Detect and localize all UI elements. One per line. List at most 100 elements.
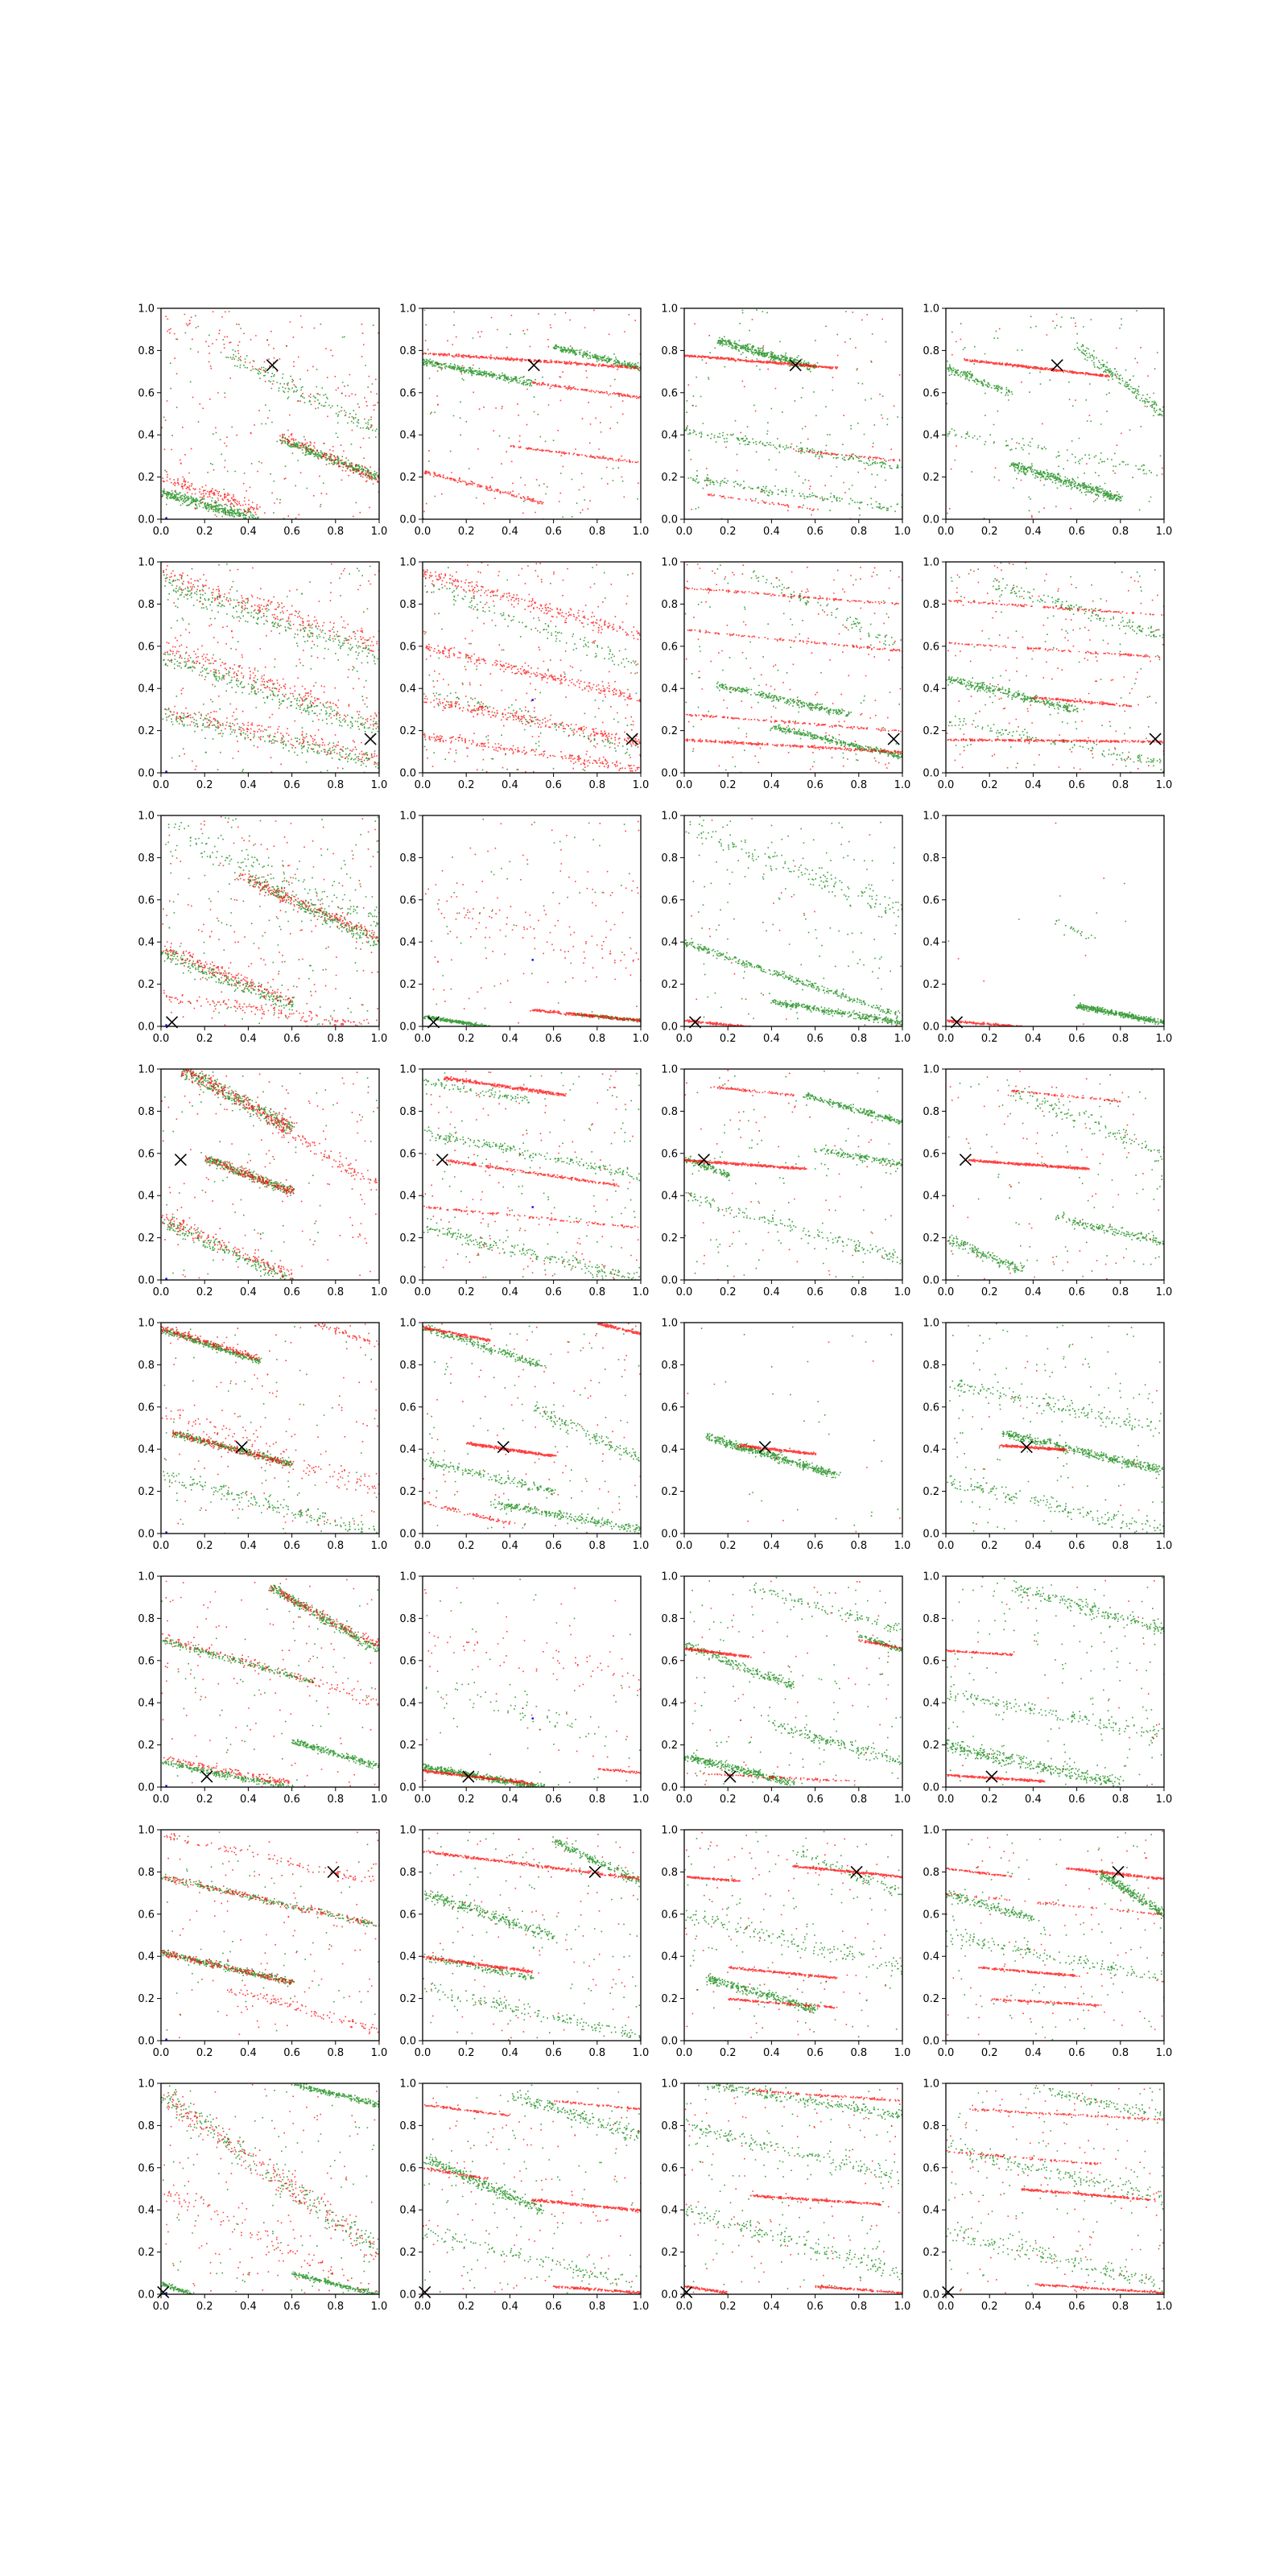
axes-frame bbox=[683, 1068, 903, 1281]
y-tick-label: 0.8 bbox=[661, 2120, 678, 2132]
axes-frame bbox=[945, 2083, 1165, 2295]
y-tick-label: 1.0 bbox=[923, 1825, 939, 1837]
x-tick-label: 1.0 bbox=[633, 1033, 650, 1045]
green-series-points bbox=[947, 1323, 1164, 1534]
y-tick-label: 0.4 bbox=[661, 2205, 678, 2217]
green-series-points bbox=[161, 816, 379, 1026]
red-series-points bbox=[161, 311, 379, 519]
x-tick-label: 0.8 bbox=[327, 779, 344, 791]
y-tick-label: 0.2 bbox=[399, 2247, 416, 2259]
y-tick-label: 0.0 bbox=[923, 768, 939, 780]
y-tick-label: 0.4 bbox=[399, 683, 416, 696]
x-tick-label: 0.8 bbox=[1112, 2047, 1129, 2059]
x-tick-label: 1.0 bbox=[633, 2301, 650, 2313]
x-tick-label: 0.6 bbox=[545, 2301, 562, 2313]
x-tick-label: 0.0 bbox=[415, 2047, 431, 2059]
x-tick-label: 0.0 bbox=[676, 526, 693, 538]
y-tick-label: 0.6 bbox=[138, 1655, 155, 1667]
red-series-points bbox=[423, 2097, 641, 2294]
panel-r5-c4: 0.0 0.2 0.4 0.6 0.8 1.0 0.0 0.2 0.4 0.6 0.8 1.0 bbox=[923, 1318, 1172, 1553]
reference-x-marker bbox=[266, 359, 279, 372]
panel-r1-c1: 0.0 0.2 0.4 0.6 0.8 1.0 0.0 0.2 0.4 0.6 0.8 1.0 bbox=[138, 303, 387, 539]
y-tick-label: 0.8 bbox=[923, 852, 939, 865]
x-tick-label: 0.8 bbox=[850, 1286, 867, 1298]
x-tick-label: 1.0 bbox=[894, 1033, 911, 1045]
reference-x-marker bbox=[887, 733, 900, 745]
x-tick-label: 0.4 bbox=[763, 2047, 780, 2059]
y-tick-label: 0.8 bbox=[399, 599, 416, 611]
green-series-points bbox=[423, 1072, 641, 1280]
y-tick-label: 0.6 bbox=[399, 387, 416, 399]
x-tick-label: 0.6 bbox=[1068, 1794, 1085, 1806]
x-tick-label: 0.6 bbox=[283, 526, 300, 538]
y-tick-label: 0.6 bbox=[138, 1909, 155, 1921]
y-tick-label: 0.4 bbox=[923, 1444, 939, 1456]
x-tick-label: 0.2 bbox=[720, 1286, 737, 1298]
x-tick-label: 1.0 bbox=[371, 1286, 388, 1298]
points-layer bbox=[684, 1576, 902, 1787]
reference-x-marker bbox=[200, 1770, 213, 1783]
y-tick-label: 1.0 bbox=[923, 303, 939, 316]
red-series-points bbox=[687, 1341, 901, 1533]
y-tick-label: 0.8 bbox=[138, 1106, 155, 1118]
y-tick-label: 0.2 bbox=[399, 725, 416, 737]
y-tick-label: 0.8 bbox=[138, 1867, 155, 1879]
red-series-points bbox=[161, 1831, 379, 2038]
green-series-points bbox=[946, 1576, 1164, 1787]
panel-r1-c4: 0.0 0.2 0.4 0.6 0.8 1.0 0.0 0.2 0.4 0.6 0.8 1.0 bbox=[923, 303, 1172, 539]
blue-series-points bbox=[165, 1531, 167, 1534]
x-tick-label: 0.4 bbox=[240, 2301, 257, 2313]
y-tick-label: 0.4 bbox=[138, 1951, 155, 1963]
x-tick-label: 1.0 bbox=[1156, 2047, 1173, 2059]
panel-r8-c3: 0.0 0.2 0.4 0.6 0.8 1.0 0.0 0.2 0.4 0.6 0.8 1.0 bbox=[661, 2079, 910, 2314]
y-tick-label: 0.4 bbox=[923, 683, 939, 696]
x-tick-label: 0.4 bbox=[1025, 1794, 1042, 1806]
y-tick-label: 0.8 bbox=[661, 1867, 678, 1879]
reference-x-marker bbox=[850, 1865, 863, 1878]
y-tick-label: 0.4 bbox=[661, 430, 678, 442]
red-series-points bbox=[684, 2087, 902, 2294]
y-tick-label: 0.2 bbox=[138, 2247, 155, 2259]
y-tick-label: 1.0 bbox=[661, 557, 678, 569]
y-tick-label: 0.4 bbox=[138, 1444, 155, 1456]
points-layer bbox=[423, 562, 641, 773]
x-tick-label: 0.2 bbox=[458, 779, 475, 791]
red-series-points bbox=[161, 1069, 379, 1280]
panel-r7-c4: 0.0 0.2 0.4 0.6 0.8 1.0 0.0 0.2 0.4 0.6 0.8 1.0 bbox=[923, 1825, 1172, 2060]
y-tick-label: 0.4 bbox=[661, 1698, 678, 1710]
y-tick-label: 0.0 bbox=[399, 514, 416, 526]
green-series-points bbox=[161, 2083, 379, 2294]
green-series-points bbox=[423, 567, 641, 771]
x-tick-label: 0.6 bbox=[545, 526, 562, 538]
green-series-points bbox=[161, 1584, 379, 1787]
green-series-points bbox=[947, 1074, 1164, 1278]
y-tick-label: 0.6 bbox=[923, 1402, 939, 1414]
x-tick-label: 0.8 bbox=[1112, 1794, 1129, 1806]
reference-x-marker bbox=[588, 1865, 601, 1878]
y-tick-label: 0.6 bbox=[923, 894, 939, 906]
x-tick-label: 0.8 bbox=[1112, 1286, 1129, 1298]
x-tick-label: 0.2 bbox=[196, 2301, 213, 2313]
x-tick-label: 1.0 bbox=[371, 779, 388, 791]
axes-frame bbox=[422, 1575, 642, 1788]
y-tick-label: 1.0 bbox=[399, 1318, 416, 1330]
y-tick-label: 0.6 bbox=[923, 1655, 939, 1667]
blue-series-points bbox=[165, 1024, 167, 1026]
points-layer bbox=[947, 1069, 1164, 1280]
y-tick-label: 0.2 bbox=[399, 1486, 416, 1498]
panel-r8-c1: 0.0 0.2 0.4 0.6 0.8 1.0 0.0 0.2 0.4 0.6 0.8 1.0 bbox=[138, 2079, 387, 2314]
points-layer bbox=[684, 815, 902, 1026]
x-tick-label: 0.2 bbox=[981, 1540, 998, 1552]
y-tick-label: 0.8 bbox=[138, 852, 155, 865]
blue-series-points bbox=[165, 2292, 167, 2294]
x-tick-label: 0.4 bbox=[763, 1794, 780, 1806]
y-tick-label: 1.0 bbox=[399, 1825, 416, 1837]
points-layer bbox=[947, 822, 1164, 1026]
x-tick-label: 0.0 bbox=[153, 526, 170, 538]
axes-frame bbox=[160, 1322, 380, 1534]
x-tick-label: 0.4 bbox=[1025, 526, 1042, 538]
panel-r3-c3: 0.0 0.2 0.4 0.6 0.8 1.0 0.0 0.2 0.4 0.6 0.8 1.0 bbox=[661, 811, 910, 1046]
y-tick-label: 0.2 bbox=[923, 2247, 939, 2259]
y-tick-label: 0.2 bbox=[923, 472, 939, 484]
reference-x-marker bbox=[1020, 1441, 1033, 1454]
